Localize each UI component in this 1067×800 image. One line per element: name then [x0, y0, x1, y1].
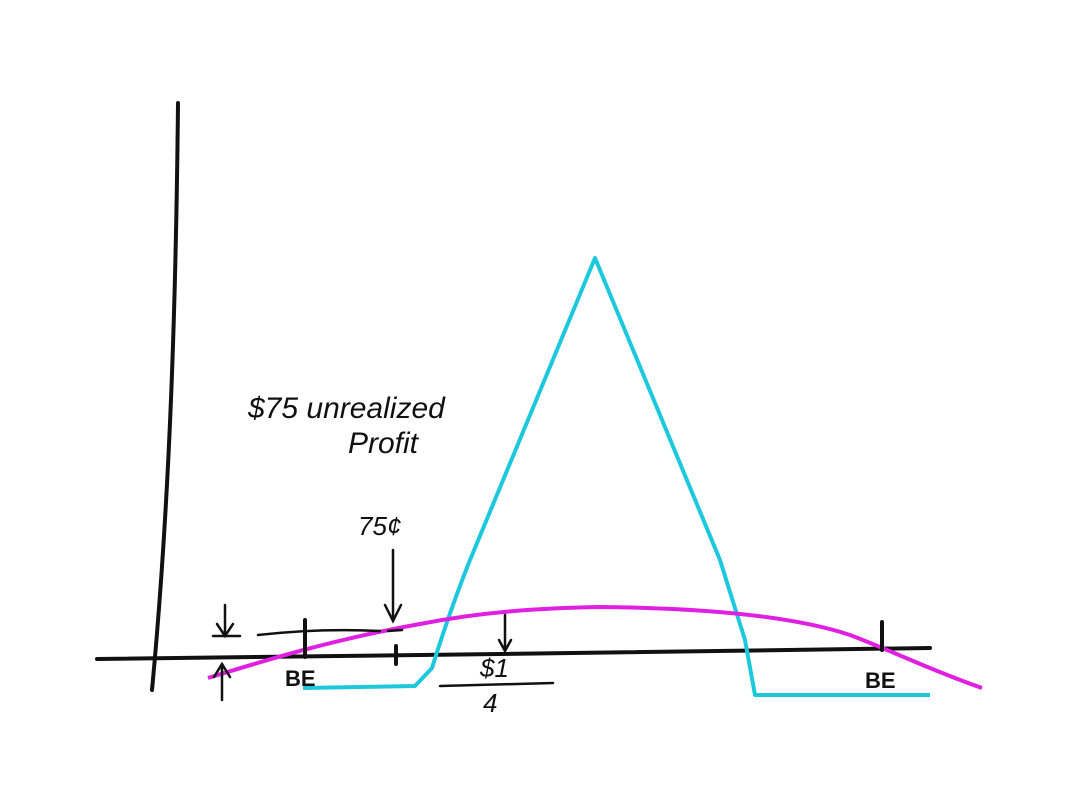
- annotation: Profit: [348, 427, 420, 460]
- dashed-level: [256, 628, 404, 637]
- strike-arrow: [497, 613, 513, 654]
- break-even-label: BE: [285, 666, 316, 691]
- price-label: 75¢: [358, 511, 401, 541]
- y-axis: [150, 101, 180, 692]
- fraction-bar: [438, 681, 555, 688]
- up-arrow: [212, 661, 232, 702]
- annotation: $75 unrealized: [247, 392, 446, 425]
- marker-arrow: [383, 548, 403, 624]
- strike-label: $1: [479, 653, 509, 683]
- break-even-label: BE: [865, 668, 896, 693]
- expiry-payoff-curve: [302, 256, 930, 697]
- down-arrow: [211, 603, 242, 639]
- x-axis: [95, 646, 932, 661]
- current-value-curve: [207, 604, 983, 690]
- strike-label: 4: [483, 688, 497, 718]
